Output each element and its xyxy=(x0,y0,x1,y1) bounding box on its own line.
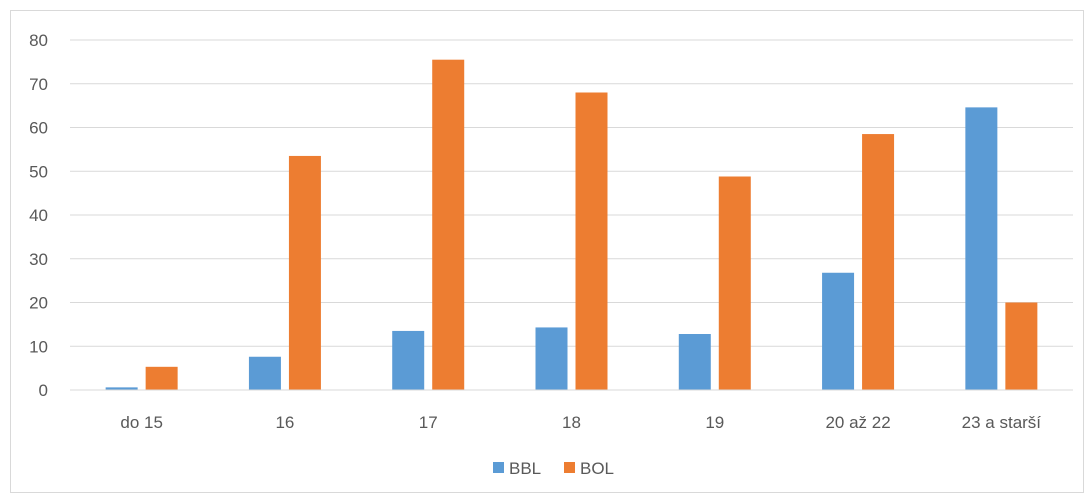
y-tick-label: 80 xyxy=(29,31,48,50)
bar-bol-1 xyxy=(288,155,321,390)
x-tick-label: 18 xyxy=(562,413,581,432)
x-tick-label: 19 xyxy=(705,413,724,432)
bar-bbl-4 xyxy=(678,334,711,390)
chart-frame xyxy=(10,10,1084,493)
bar-bbl-2 xyxy=(392,330,425,390)
bar-bbl-5 xyxy=(822,272,855,390)
bar-bol-2 xyxy=(432,59,465,390)
bar-bbl-3 xyxy=(535,327,568,390)
y-tick-label: 20 xyxy=(29,294,48,313)
y-tick-label: 0 xyxy=(39,381,48,400)
gridlines xyxy=(70,39,1073,347)
bar-bol-3 xyxy=(575,92,608,390)
y-tick-label: 50 xyxy=(29,162,48,181)
legend-swatch-bol xyxy=(564,462,575,473)
bar-bbl-0 xyxy=(105,387,138,390)
legend-label-bbl: BBL xyxy=(509,459,541,478)
bar-bol-0 xyxy=(145,366,178,390)
y-tick-label: 30 xyxy=(29,250,48,269)
x-tick-label: 16 xyxy=(275,413,294,432)
y-tick-label: 70 xyxy=(29,75,48,94)
x-tick-label: 17 xyxy=(419,413,438,432)
legend-label-bol: BOL xyxy=(580,459,614,478)
x-axis-tick-labels: do 15 16 17 18 19 20 až 22 23 a starší xyxy=(120,413,1041,432)
legend: BBL BOL xyxy=(493,459,614,478)
bar-bbl-6 xyxy=(965,107,998,390)
bars xyxy=(105,59,1038,390)
y-tick-label: 10 xyxy=(29,337,48,356)
legend-swatch-bbl xyxy=(493,462,504,473)
bar-bol-4 xyxy=(718,176,751,390)
y-tick-label: 60 xyxy=(29,119,48,138)
x-tick-label: do 15 xyxy=(120,413,163,432)
y-axis-tick-labels: 0 10 20 30 40 50 60 70 80 xyxy=(29,31,48,400)
bar-bol-5 xyxy=(862,134,895,390)
x-tick-label: 23 a starší xyxy=(962,413,1042,432)
bar-bbl-1 xyxy=(248,356,281,390)
y-tick-label: 40 xyxy=(29,206,48,225)
x-tick-label: 20 až 22 xyxy=(825,413,890,432)
bar-bol-6 xyxy=(1005,302,1038,390)
